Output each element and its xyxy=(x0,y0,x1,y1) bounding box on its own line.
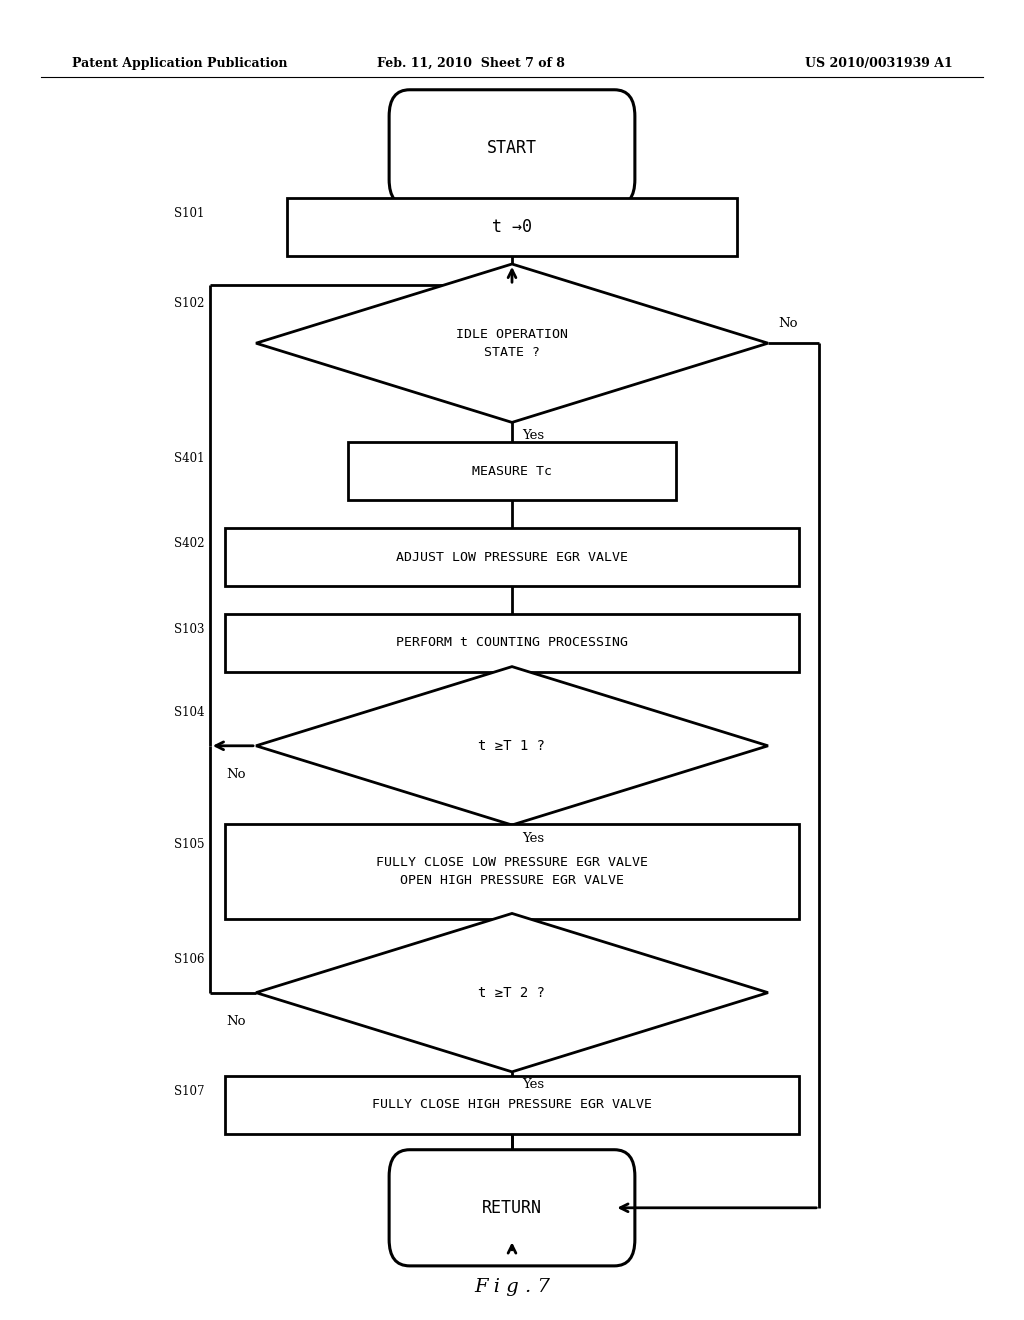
Text: MEASURE Tc: MEASURE Tc xyxy=(472,465,552,478)
Text: t ≥T 1 ?: t ≥T 1 ? xyxy=(478,739,546,752)
Text: RETURN: RETURN xyxy=(482,1199,542,1217)
Text: IDLE OPERATION
STATE ?: IDLE OPERATION STATE ? xyxy=(456,327,568,359)
Text: No: No xyxy=(226,1015,246,1028)
Text: ADJUST LOW PRESSURE EGR VALVE: ADJUST LOW PRESSURE EGR VALVE xyxy=(396,550,628,564)
Text: S104: S104 xyxy=(174,706,205,719)
Text: No: No xyxy=(778,317,798,330)
Polygon shape xyxy=(256,264,768,422)
Text: PERFORM t COUNTING PROCESSING: PERFORM t COUNTING PROCESSING xyxy=(396,636,628,649)
Text: S401: S401 xyxy=(174,451,205,465)
Text: START: START xyxy=(487,139,537,157)
FancyBboxPatch shape xyxy=(389,1150,635,1266)
Text: t ≥T 2 ?: t ≥T 2 ? xyxy=(478,986,546,999)
Text: S103: S103 xyxy=(174,623,205,636)
Text: S101: S101 xyxy=(174,207,205,220)
Text: Yes: Yes xyxy=(522,832,545,845)
Bar xyxy=(225,1076,799,1134)
Bar xyxy=(225,614,799,672)
Text: S106: S106 xyxy=(174,953,205,966)
FancyBboxPatch shape xyxy=(389,90,635,206)
Text: Patent Application Publication: Patent Application Publication xyxy=(72,57,287,70)
Text: FULLY CLOSE HIGH PRESSURE EGR VALVE: FULLY CLOSE HIGH PRESSURE EGR VALVE xyxy=(372,1098,652,1111)
Text: S102: S102 xyxy=(174,297,205,310)
Polygon shape xyxy=(256,913,768,1072)
Text: FULLY CLOSE LOW PRESSURE EGR VALVE
OPEN HIGH PRESSURE EGR VALVE: FULLY CLOSE LOW PRESSURE EGR VALVE OPEN … xyxy=(376,855,648,887)
Text: S105: S105 xyxy=(174,838,205,851)
Text: Feb. 11, 2010  Sheet 7 of 8: Feb. 11, 2010 Sheet 7 of 8 xyxy=(377,57,565,70)
Polygon shape xyxy=(256,667,768,825)
Bar xyxy=(348,442,676,500)
Text: Yes: Yes xyxy=(522,1078,545,1092)
Bar xyxy=(287,198,737,256)
Bar xyxy=(225,528,799,586)
Text: Yes: Yes xyxy=(522,429,545,442)
Text: S107: S107 xyxy=(174,1085,205,1098)
Bar xyxy=(225,824,799,919)
Text: t →0: t →0 xyxy=(492,218,532,236)
Text: No: No xyxy=(226,768,246,781)
Text: F i g . 7: F i g . 7 xyxy=(474,1278,550,1296)
Text: US 2010/0031939 A1: US 2010/0031939 A1 xyxy=(805,57,952,70)
Text: S402: S402 xyxy=(174,537,205,550)
